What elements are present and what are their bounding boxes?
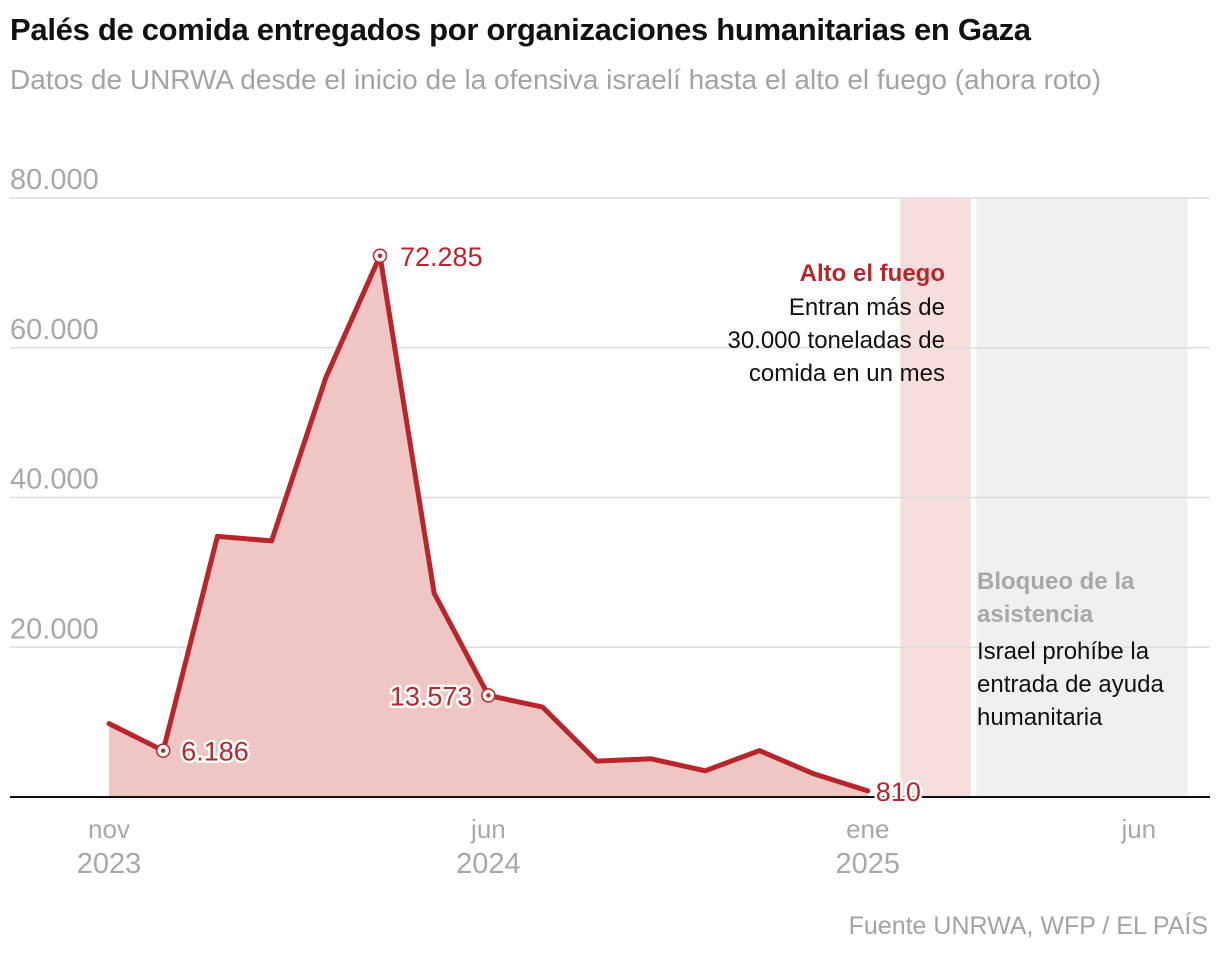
x-tick-month-label: jun xyxy=(1120,814,1156,844)
blockade-annotation-line: Israel prohíbe la xyxy=(977,638,1150,665)
y-tick-label: 40.000 xyxy=(10,464,99,496)
blockade-annotation-line: humanitaria xyxy=(977,704,1103,731)
data-point-label: 13.573 xyxy=(390,681,473,711)
x-tick-month-label: ene xyxy=(846,814,889,844)
y-tick-label: 80.000 xyxy=(10,164,99,196)
chart-title: Palés de comida entregados por organizac… xyxy=(10,12,1031,47)
ceasefire-annotation-title: Alto el fuego xyxy=(800,260,945,287)
data-point-label: 810 xyxy=(876,777,921,807)
data-point-marker-dot xyxy=(161,748,166,753)
data-point-label: 72.285 xyxy=(400,242,483,272)
data-labels-layer: 6.186 72.285 13.573 810 xyxy=(155,239,923,809)
annotations-layer: Alto el fuego Entran más de 30.000 tonelad… xyxy=(727,260,1164,731)
source-note: Fuente UNRWA, WFP / EL PAÍS xyxy=(848,912,1208,940)
data-point-marker-dot xyxy=(486,693,491,698)
ceasefire-annotation-line: 30.000 toneladas de xyxy=(727,327,945,354)
x-tick-year-label: 2024 xyxy=(456,848,521,880)
y-tick-label: 20.000 xyxy=(10,613,99,645)
ceasefire-annotation-line: Entran más de xyxy=(789,294,945,321)
x-axis: nov 2023 jun 2024 ene 2025 jun xyxy=(10,796,1210,880)
series-area xyxy=(109,255,868,798)
data-point-marker-dot xyxy=(377,253,383,258)
x-tick-year-label: 2025 xyxy=(836,848,901,880)
y-tick-label: 60.000 xyxy=(10,314,99,346)
x-tick-year-label: 2023 xyxy=(77,848,142,880)
data-point-label: 6.186 xyxy=(181,737,249,767)
blockade-annotation-title-line: asistencia xyxy=(977,601,1094,628)
blockade-annotation-line: entrada de ayuda xyxy=(977,671,1164,698)
x-tick-month-label: jun xyxy=(470,814,506,844)
chart-subtitle: Datos de UNRWA desde el inicio de la ofe… xyxy=(10,64,1102,95)
x-tick-month-label: nov xyxy=(88,814,130,844)
grid-layer: 20.000 40.000 60.000 80.000 xyxy=(10,164,1210,648)
blockade-annotation-title-line: Bloqueo de la xyxy=(977,568,1135,595)
ceasefire-annotation-line: comida en un mes xyxy=(749,360,945,387)
